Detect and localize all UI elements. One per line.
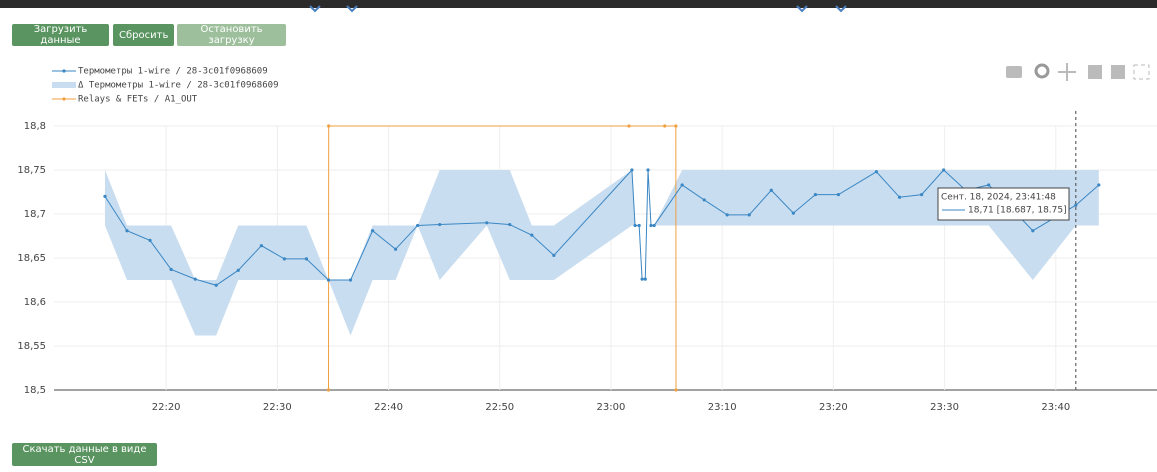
reset-button[interactable]: Сбросить (113, 24, 174, 46)
point (1097, 183, 1101, 187)
download-button[interactable]: Скачать данные в виде CSV (12, 443, 157, 466)
point (259, 244, 264, 248)
tooltip-title: Сент. 18, 2024, 23:41:48 (941, 193, 1056, 203)
point (769, 188, 773, 192)
series-line (327, 125, 677, 391)
point (920, 193, 924, 197)
point (646, 168, 650, 172)
point (103, 194, 107, 198)
legend-label: Relays & FETs / A1_OUT (78, 95, 198, 105)
x-tick-label: 23:10 (708, 402, 737, 413)
point (304, 257, 309, 261)
y-tick-label: 18,55 (17, 341, 46, 352)
legend-label: Термометры 1-wire / 28-3c01f0968609 (78, 67, 268, 77)
point (508, 222, 512, 227)
point (680, 183, 684, 187)
stop-button[interactable]: Остановить загрузку (177, 24, 286, 46)
point (193, 277, 197, 281)
x-tick-label: 22:40 (374, 402, 403, 413)
y-tick-label: 18,75 (17, 165, 46, 176)
point (1031, 229, 1035, 233)
point (326, 388, 331, 392)
y-tick-label: 18,5 (24, 385, 46, 396)
legend-label: Δ Термометры 1-wire / 28-3c01f0968609 (78, 81, 278, 91)
point (874, 170, 878, 174)
point (836, 193, 840, 197)
x-tick-label: 22:50 (485, 402, 514, 413)
point (236, 268, 240, 272)
point (702, 198, 706, 202)
legend-swatch (62, 69, 66, 73)
tooltip-box (937, 187, 1070, 221)
point (552, 253, 556, 257)
point (282, 257, 286, 261)
point (393, 247, 398, 251)
delta-band (104, 170, 1099, 336)
point (674, 124, 678, 128)
legend-swatch (52, 82, 76, 88)
x-tick-label: 23:40 (1041, 402, 1070, 413)
point (637, 223, 641, 228)
zoom-in-icon[interactable] (1088, 65, 1102, 79)
point (987, 183, 991, 187)
toolbar (1006, 63, 1150, 81)
y-tick-label: 18,65 (17, 253, 46, 264)
point (348, 278, 353, 282)
camera-icon[interactable] (1006, 66, 1022, 78)
y-tick-label: 18,8 (24, 121, 46, 132)
point (630, 168, 634, 172)
point (485, 221, 489, 225)
pan-icon[interactable] (1058, 63, 1076, 81)
point (640, 277, 644, 281)
point (438, 222, 442, 227)
chart: 18,5 18,55 18,6 18,65 18,7 18,75 18,8 22:20 22:3… (17, 63, 1157, 413)
tooltip-text: 18,71 [18.687, 18.75] (968, 206, 1067, 216)
point (652, 223, 656, 228)
point (530, 233, 534, 237)
autoscale-icon[interactable] (1133, 64, 1150, 80)
point (897, 195, 902, 199)
x-tick-label: 22:30 (263, 402, 292, 413)
point (1074, 203, 1078, 207)
point (747, 213, 751, 217)
point (663, 124, 667, 128)
point (326, 278, 331, 282)
point (813, 193, 818, 197)
point (327, 124, 331, 128)
point (148, 238, 152, 242)
point (371, 229, 375, 233)
point (214, 283, 218, 287)
x-tick-label: 23:00 (597, 402, 626, 413)
top-chevrons (309, 5, 847, 13)
top-bar (0, 0, 1157, 8)
point (416, 223, 420, 228)
x-tick-label: 22:20 (152, 402, 181, 413)
zoom-out-icon[interactable] (1111, 65, 1125, 79)
point (643, 277, 647, 281)
y-tick-label: 18,7 (24, 209, 46, 220)
point (942, 168, 946, 172)
y-tick-label: 18,6 (24, 297, 46, 308)
point (791, 211, 795, 215)
zoom-icon[interactable] (1034, 63, 1050, 79)
point (169, 267, 173, 272)
point (125, 229, 129, 233)
point (649, 223, 653, 228)
point (633, 223, 637, 228)
point (627, 124, 631, 128)
legend-swatch (62, 97, 66, 101)
x-tick-label: 23:20 (819, 402, 848, 413)
x-tick-label: 23:30 (930, 402, 959, 413)
load-button[interactable]: Загрузить данные (12, 24, 109, 46)
point (674, 388, 678, 392)
point (725, 213, 729, 217)
